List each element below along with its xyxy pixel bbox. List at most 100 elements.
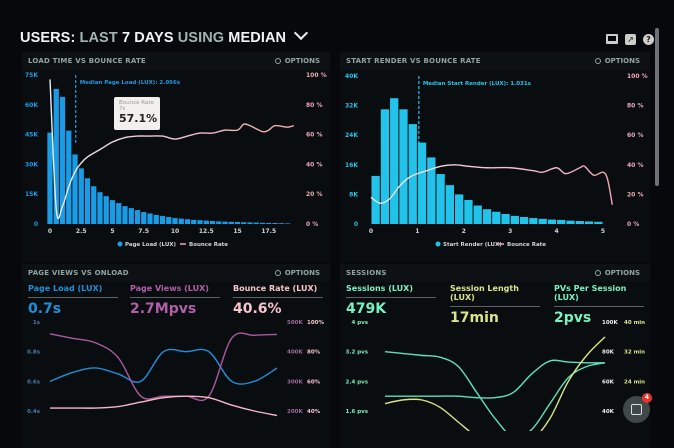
bar [272,223,278,224]
start-render-chart: 40K 32K 24K 16K 8K 0 100 % 80 % 60 % 40 % 20 % 0 % 0… [345,73,648,248]
y2-ticks-label: 400K [287,350,303,356]
bar [445,185,455,224]
y-tick-label: 15K [25,191,38,198]
bar [584,221,594,224]
legend-label: Bounce Rate [189,242,228,248]
options-button[interactable]: OPTIONS [274,269,320,277]
scrollbar[interactable] [655,28,659,186]
gear-icon [274,58,281,64]
help-icon[interactable]: ? [643,34,654,45]
x-tick-label: 5 [110,228,114,235]
bar [116,203,122,224]
options-button[interactable]: OPTIONS [274,57,320,65]
y2-tick-label: 60 % [306,132,322,139]
gear-icon [594,58,601,64]
kpi-label: Bounce Rate (LUX) [233,284,323,298]
x-tick-label: 4 [555,228,559,235]
y2-tick-label: 20 % [627,191,643,198]
series-line [384,336,606,431]
y2-tick-label: 40 % [306,161,322,168]
bar [103,196,109,224]
bar [399,109,408,224]
bar [455,194,464,224]
bar [259,222,266,224]
y3-ticks-label: 60% [307,379,321,385]
series-line [384,359,606,399]
x-tick-label: 0 [369,228,373,235]
bar [492,211,501,224]
y3-ticks-label: 40 min [624,320,645,326]
bar [141,212,147,224]
monitor-icon[interactable] [606,34,618,44]
bar [436,174,445,224]
bar [266,223,272,224]
bar [427,157,436,224]
page-title: USERS: LAST 7 DAYS USING MEDIAN [20,25,309,46]
panel-title: LOAD TIME VS BOUNCE RATE [28,57,146,65]
options-button[interactable]: OPTIONS [594,57,640,65]
y-tick-label: 45K [25,132,38,139]
toolbar: ↗ ? [606,34,654,45]
kpi-label: PVs Per Session (LUX) [554,284,644,307]
bar [241,222,247,224]
panel-sessions: SESSIONS OPTIONS Sessions (LUX) 479K Sess… [340,264,650,448]
bar [209,221,216,224]
panel-load-time: LOAD TIME VS BOUNCE RATE OPTIONS 75K 60K 4… [22,52,330,262]
title-metric[interactable]: MEDIAN [228,30,287,46]
page-views-chart: 1s 0.8s 0.6s 0.4s 500K 400K 300K 200K 100% 80% 60%… [27,320,324,417]
chevron-down-icon[interactable] [294,25,309,41]
bar [228,221,234,224]
kpi-pvs-per-session: PVs Per Session (LUX) 2pvs [554,284,644,326]
y-tick-label: 0 [354,221,358,228]
y2-ticks-label: 40K [602,409,615,415]
options-label: OPTIONS [604,269,640,277]
bar [222,221,228,224]
kpi-value: 0.7s [28,301,62,317]
bar [575,221,584,224]
y2-tick-label: 0 % [306,221,318,228]
options-button[interactable]: OPTIONS [594,269,640,277]
y-ticks-label: 4 pvs [351,320,368,326]
y3-ticks-label: 40% [307,409,321,415]
y-tick-label: 16K [345,162,358,169]
kpi-label: Session Length (LUX) [450,284,540,307]
bar [390,98,399,224]
tooltip-sub: 7s [119,106,126,112]
bar [380,109,390,224]
bar [134,210,141,224]
median-label: Median Page Load (LUX): 2.056s [80,80,181,86]
x-tick-label: 3 [508,228,512,235]
bar [84,178,91,224]
y-ticks-label: 0.8s [27,350,41,356]
share-icon[interactable]: ↗ [625,34,636,45]
x-tick-label: 12.5 [199,228,214,235]
kpi-label: Sessions (LUX) [346,284,436,298]
bar [234,222,241,224]
bar [128,208,134,224]
series-line [49,332,278,402]
y2-tick-label: 100 % [627,73,648,80]
bar [594,221,603,224]
load-time-chart: 75K 60K 45K 30K 15K 0 100 % 80 % 60 % 40 % 20 % 0 %… [25,72,327,248]
options-label: OPTIONS [284,269,320,277]
panel-start-render: START RENDER VS BOUNCE RATE OPTIONS 40K 3… [340,52,650,262]
y-tick-label: 30K [25,161,38,168]
bar [501,214,510,224]
bar [566,220,575,224]
y2-tick-label: 40 % [627,162,643,169]
kpi-value: 479K [346,301,387,317]
bar [247,222,253,224]
y2-ticks-label: 60K [602,379,615,385]
y3-ticks-label: 80% [307,350,321,356]
legend-label: Bounce Rate [507,242,546,248]
y-tick-label: 24K [345,132,358,139]
bar [519,216,529,224]
sessions-chart: 4 pvs 3.2 pvs 2.4 pvs 1.6 pvs 100K 80K 60K 40K 4… [346,320,645,431]
tooltip: Bounce Rate 7s 57.1% [114,97,160,130]
chat-badge: 4 [642,393,652,403]
bar [203,220,209,224]
bar [191,219,197,224]
title-period[interactable]: 7 DAYS [121,30,174,46]
x-tick-label: 0 [48,228,52,235]
bar [216,221,222,224]
